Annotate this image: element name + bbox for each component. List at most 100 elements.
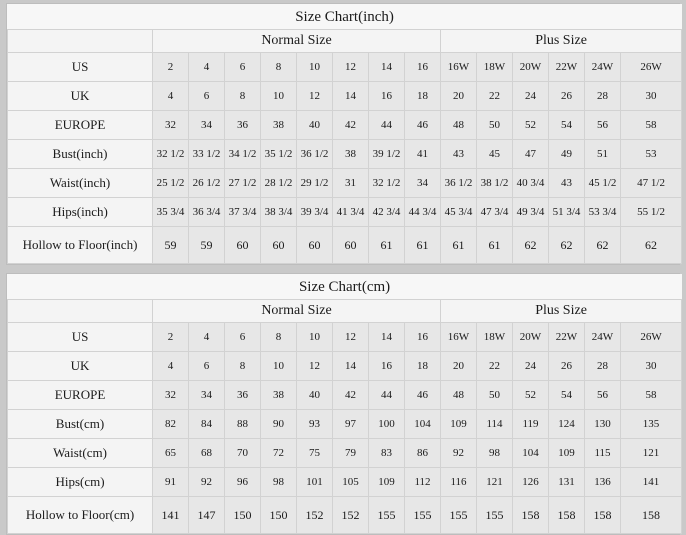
table-row: EUROPE 32 34 36 38 40 42 44 46 48 50 52 …	[7, 380, 683, 410]
cell: 60	[224, 226, 261, 264]
cell: 18W	[476, 52, 513, 82]
row-label-us: US	[7, 52, 153, 82]
cell: 101	[296, 467, 333, 497]
cell: 105	[332, 467, 369, 497]
chart-separator	[0, 265, 686, 273]
cell: 34	[188, 110, 225, 140]
row-label-waist: Waist(inch)	[7, 168, 153, 198]
row-label-hips: Hips(inch)	[7, 197, 153, 227]
cell: 35 3/4	[152, 197, 189, 227]
row-label-bust: Bust(cm)	[7, 409, 153, 439]
cell: 36	[224, 110, 261, 140]
cell: 54	[548, 110, 585, 140]
cell: 62	[619, 226, 683, 264]
cell: 32	[152, 110, 189, 140]
cell: 83	[368, 438, 405, 468]
cell: 55 1/2	[619, 197, 683, 227]
cell: 16W	[440, 322, 477, 352]
row-label-hollow-to-floor: Hollow to Floor(inch)	[7, 226, 153, 264]
cell: 16	[368, 81, 405, 111]
cell: 8	[224, 81, 261, 111]
cell: 40	[296, 110, 333, 140]
cell: 49	[548, 139, 585, 169]
cell: 4	[188, 322, 225, 352]
cell: 48	[440, 110, 477, 140]
cell: 82	[152, 409, 189, 439]
cell: 50	[476, 380, 513, 410]
cell: 39 1/2	[368, 139, 405, 169]
cell: 155	[368, 496, 405, 534]
cell: 12	[296, 351, 333, 381]
cell: 36 1/2	[440, 168, 477, 198]
cell: 72	[260, 438, 297, 468]
table-row: Bust(cm) 82 84 88 90 93 97 100 104 109 1…	[7, 409, 683, 439]
cell: 26	[548, 81, 585, 111]
row-label-europe: EUROPE	[7, 110, 153, 140]
cell: 109	[548, 438, 585, 468]
table-row: Hollow to Floor(cm) 141 147 150 150 152 …	[7, 496, 683, 534]
cell: 152	[296, 496, 333, 534]
cell: 152	[332, 496, 369, 534]
row-label-uk: UK	[7, 351, 153, 381]
cell: 41	[404, 139, 441, 169]
size-chart-inch: Size Chart(inch) Normal Size Plus Size U…	[6, 3, 683, 265]
cell: 92	[440, 438, 477, 468]
cell: 45 1/2	[584, 168, 621, 198]
cell: 28	[584, 81, 621, 111]
cell: 141	[152, 496, 189, 534]
cell: 44 3/4	[404, 197, 441, 227]
cell: 84	[188, 409, 225, 439]
cell: 75	[296, 438, 333, 468]
cell: 47	[512, 139, 549, 169]
group-header-normal-size: Normal Size	[152, 299, 441, 323]
cell: 32 1/2	[368, 168, 405, 198]
group-header-normal-size: Normal Size	[152, 29, 441, 53]
cell: 115	[584, 438, 621, 468]
cell: 96	[224, 467, 261, 497]
cell: 59	[188, 226, 225, 264]
cell: 104	[404, 409, 441, 439]
cell: 59	[152, 226, 189, 264]
cell: 18	[404, 351, 441, 381]
cell: 91	[152, 467, 189, 497]
cell: 18W	[476, 322, 513, 352]
cell: 12	[332, 322, 369, 352]
cell: 92	[188, 467, 225, 497]
cell: 61	[476, 226, 513, 264]
table-row: Waist(cm) 65 68 70 72 75 79 83 86 92 98 …	[7, 438, 683, 468]
row-label-waist: Waist(cm)	[7, 438, 153, 468]
cell: 39 3/4	[296, 197, 333, 227]
cell: 4	[188, 52, 225, 82]
cell: 150	[224, 496, 261, 534]
cell: 60	[260, 226, 297, 264]
cell: 44	[368, 380, 405, 410]
cell: 56	[584, 380, 621, 410]
cell: 60	[296, 226, 333, 264]
cell: 136	[584, 467, 621, 497]
cell: 42	[332, 110, 369, 140]
cell: 47 1/2	[619, 168, 683, 198]
cell: 48	[440, 380, 477, 410]
cell: 31	[332, 168, 369, 198]
cell: 147	[188, 496, 225, 534]
cell: 22	[476, 351, 513, 381]
cell: 26 1/2	[188, 168, 225, 198]
cell: 97	[332, 409, 369, 439]
cell: 61	[440, 226, 477, 264]
cell: 155	[476, 496, 513, 534]
cell: 53	[619, 139, 683, 169]
cell: 130	[584, 409, 621, 439]
cell: 26	[548, 351, 585, 381]
cell: 24	[512, 351, 549, 381]
cell: 52	[512, 110, 549, 140]
cell: 14	[332, 351, 369, 381]
cell: 121	[476, 467, 513, 497]
cell: 41 3/4	[332, 197, 369, 227]
table-row: US 2 4 6 8 10 12 14 16 16W 18W 20W 22W 2…	[7, 52, 683, 82]
cell: 10	[260, 81, 297, 111]
cell: 20W	[512, 322, 549, 352]
cell: 62	[512, 226, 549, 264]
cell: 104	[512, 438, 549, 468]
cell: 52	[512, 380, 549, 410]
